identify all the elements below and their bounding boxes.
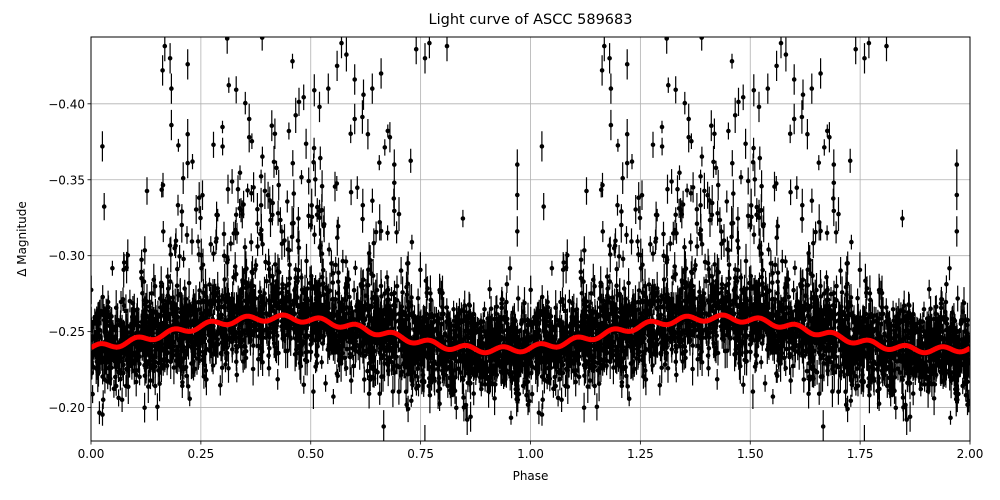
x-tick-label: 1.75 [847,447,874,461]
x-tick-label: 1.50 [737,447,764,461]
x-axis-label: Phase [512,469,549,483]
observation-points [91,37,970,441]
y-tick-label: −0.35 [48,173,85,187]
y-axis-ticks: −0.40 −0.35 −0.30 −0.25 −0.20 [48,97,91,415]
x-tick-label: 1.00 [517,447,544,461]
chart-title: Light curve of ASCC 589683 [428,12,633,28]
model-curve [91,312,970,356]
x-tick-label: 1.25 [627,447,654,461]
x-tick-label: 2.00 [957,447,984,461]
model-line [91,312,970,356]
x-tick-label: 0.50 [297,447,324,461]
x-axis-ticks: 0.00 0.25 0.50 0.75 1.00 1.25 1.50 1.75 2.00 [78,441,984,461]
x-tick-label: 0.25 [188,447,215,461]
x-tick-label: 0.00 [78,447,105,461]
y-tick-label: −0.40 [48,97,85,111]
y-tick-label: −0.20 [48,401,85,415]
x-tick-label: 0.75 [407,447,434,461]
y-tick-label: −0.30 [48,249,85,263]
y-tick-label: −0.25 [48,325,85,339]
